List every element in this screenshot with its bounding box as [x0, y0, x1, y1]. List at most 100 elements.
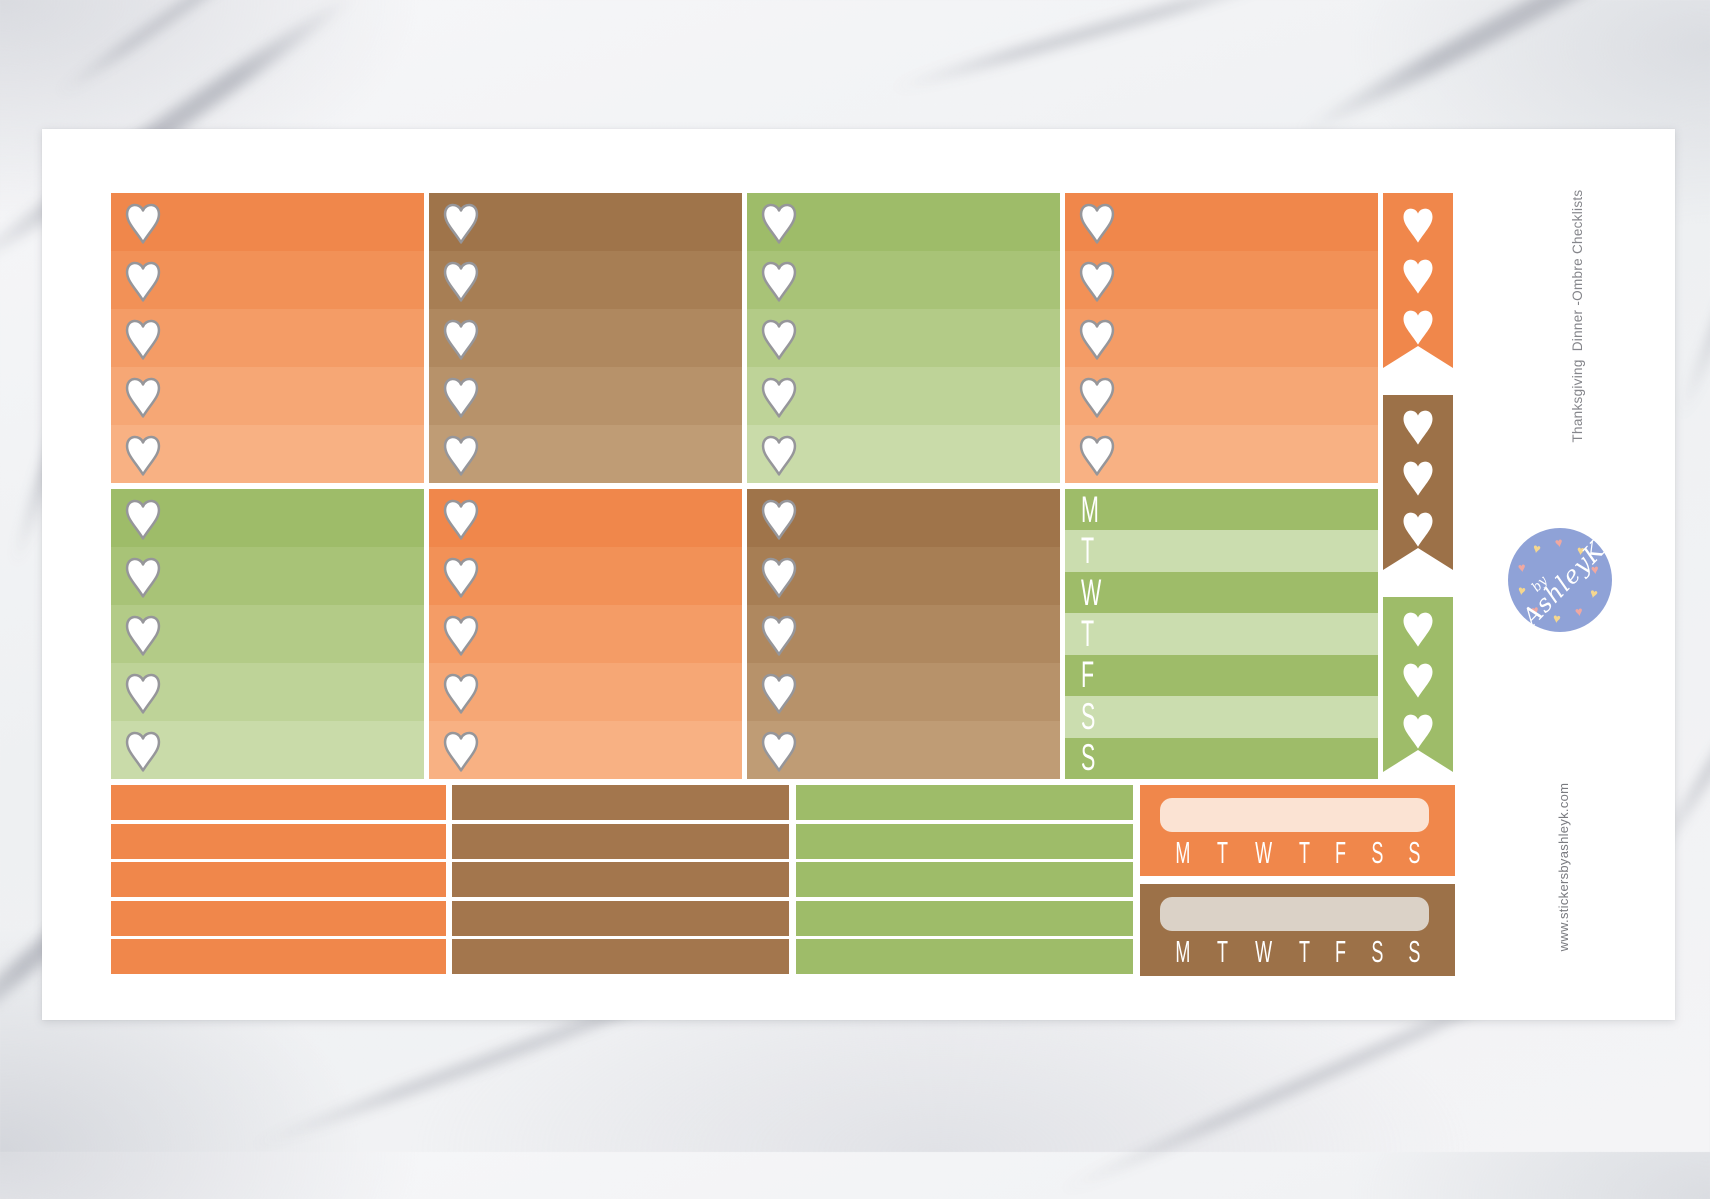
heart-checkbox-icon [125, 203, 161, 244]
brand-logo: ♥ ♥ ♥ ♥ ♥ ♥ ♥ ♥ ♥ ♥ by AshleyK [1508, 528, 1612, 632]
week-day-letter: S [1081, 737, 1096, 779]
checklist-row [747, 367, 1060, 425]
heart-checkbox-icon [761, 673, 797, 714]
heart-icon [1400, 407, 1436, 447]
week-row: W [1065, 571, 1378, 614]
heart-checkbox-icon [761, 319, 797, 360]
ombre-checklist-sticker [111, 489, 424, 779]
week-day-letter: T [1081, 612, 1095, 654]
heart-checkbox-icon [443, 203, 479, 244]
week-day-letter: W [1081, 571, 1102, 613]
heart-checkbox-icon [1079, 435, 1115, 476]
heart-checkbox-icon [761, 377, 797, 418]
checklist-row [747, 721, 1060, 779]
tracker-day-letter: F [1334, 834, 1346, 870]
week-row: T [1065, 530, 1378, 572]
tracker-write-in-field [1160, 897, 1429, 931]
heart-checkbox-icon [443, 261, 479, 302]
heart-checkbox-icon [125, 319, 161, 360]
checklist-row [111, 367, 424, 425]
tracker-day-letter: S [1408, 834, 1421, 870]
checklist-row [429, 367, 742, 425]
tracker-day-letter: S [1408, 934, 1421, 969]
strip-sticker [111, 823, 446, 859]
checklist-row [1065, 309, 1378, 367]
checklist-row [747, 663, 1060, 721]
checklist-row [747, 605, 1060, 663]
heart-icon [1400, 509, 1436, 549]
ombre-checklist-sticker [429, 489, 742, 779]
tracker-day-letter: T [1216, 834, 1228, 870]
heart-checkbox-icon [125, 499, 161, 540]
checklist-row [429, 663, 742, 721]
marble-vein [1673, 67, 1710, 425]
week-row: S [1065, 696, 1378, 738]
heart-checkbox-icon [1079, 377, 1115, 418]
heart-checkbox-icon [125, 731, 161, 772]
checklist-row [747, 489, 1060, 547]
heart-checkbox-icon [443, 615, 479, 656]
tracker-day-letter: S [1371, 934, 1384, 969]
heart-flag-sticker [1383, 597, 1453, 772]
heart-checkbox-icon [761, 261, 797, 302]
tracker-day-letter: F [1334, 934, 1346, 969]
week-row: T [1065, 612, 1378, 655]
strip-column [111, 785, 446, 978]
week-day-letter: F [1081, 654, 1095, 696]
checklist-row [429, 309, 742, 367]
heart-checkbox-icon [125, 377, 161, 418]
week-day-letter: M [1081, 488, 1099, 530]
heart-icon [1400, 711, 1436, 751]
week-row: S [1065, 737, 1378, 779]
heart-icon [1400, 609, 1436, 649]
ombre-checklist-sticker [429, 193, 742, 483]
marble-vein [1294, 0, 1710, 144]
strip-sticker [111, 785, 446, 820]
checklist-row [747, 193, 1060, 251]
strip-sticker [111, 900, 446, 936]
heart-checkbox-icon [443, 673, 479, 714]
heart-checkbox-icon [443, 435, 479, 476]
strip-sticker [452, 939, 789, 974]
heart-checkbox-icon [1079, 261, 1115, 302]
checklist-row [1065, 425, 1378, 483]
heart-icon [1400, 458, 1436, 498]
checklist-row [1065, 367, 1378, 425]
heart-flag-sticker [1383, 193, 1453, 368]
ombre-checklist-sticker [1065, 193, 1378, 483]
heart-checkbox-icon [443, 557, 479, 598]
checklist-row [1065, 193, 1378, 251]
heart-flag-sticker [1383, 395, 1453, 570]
heart-checkbox-icon [443, 319, 479, 360]
heart-checkbox-icon [761, 557, 797, 598]
tracker-day-letter: W [1254, 834, 1272, 870]
strip-sticker [796, 862, 1133, 897]
tracker-day-letter: W [1254, 934, 1272, 969]
heart-checkbox-icon [125, 557, 161, 598]
strip-sticker [452, 862, 789, 897]
marble-vein [886, 0, 1304, 97]
checklist-row [747, 547, 1060, 605]
heart-icon [1400, 307, 1436, 347]
heart-icon [1400, 660, 1436, 700]
checklist-row [747, 251, 1060, 309]
heart-checkbox-icon [443, 499, 479, 540]
heart-icon [1400, 205, 1436, 245]
tracker-day-letter: M [1175, 834, 1191, 870]
checklist-row [747, 425, 1060, 483]
heart-checkbox-icon [1079, 203, 1115, 244]
tracker-write-in-field [1160, 798, 1429, 832]
checklist-row [429, 605, 742, 663]
checklist-row [747, 309, 1060, 367]
checklist-row [429, 425, 742, 483]
checklist-row [1065, 251, 1378, 309]
tracker-day-letter: T [1298, 834, 1310, 870]
heart-checkbox-icon [761, 731, 797, 772]
strip-column [452, 785, 789, 978]
checklist-row [111, 489, 424, 547]
